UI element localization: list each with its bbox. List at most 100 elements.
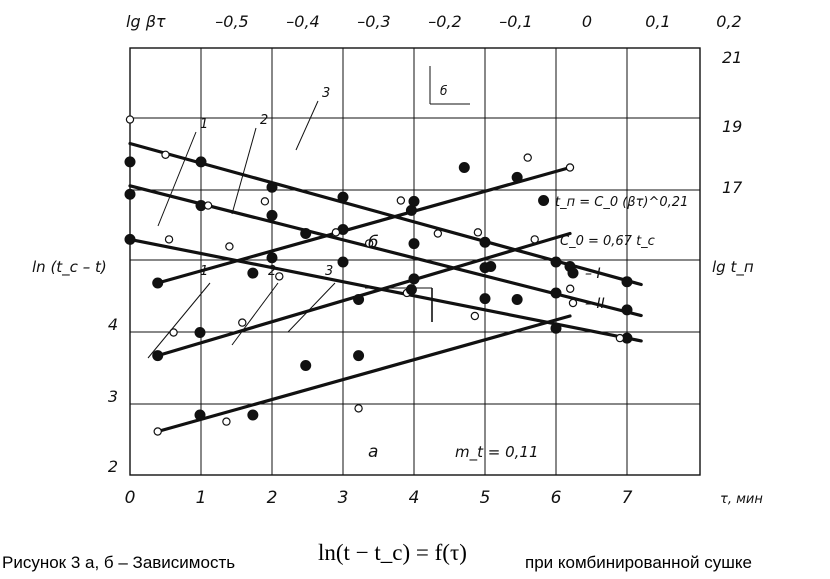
- point-a-series-II: [331, 228, 341, 237]
- x-tick-label: 2: [267, 488, 278, 508]
- inset-label-b: б: [440, 84, 448, 98]
- regression-line-b-1: [156, 314, 572, 434]
- x-top-tick-label: 0: [582, 12, 592, 31]
- point-b-series-II: [565, 163, 575, 172]
- panel-label-a: а: [368, 442, 378, 462]
- point-b-series-I: [152, 350, 164, 362]
- point-a-series-II: [225, 242, 234, 251]
- point-a-series-II: [260, 197, 270, 206]
- legend-open-marker: [568, 298, 578, 308]
- point-b-series-I: [194, 327, 206, 338]
- formula-line-1: t_п = C_0 (βτ)^0,21: [555, 195, 688, 210]
- x-top-tick-label: 0,1: [645, 12, 670, 31]
- x-tick-label: 3: [338, 488, 349, 508]
- point-a-series-I: [479, 293, 491, 305]
- regression-line-b-3: [156, 165, 572, 285]
- point-a-series-I: [621, 304, 633, 316]
- x-tick-label: 7: [622, 488, 633, 508]
- point-b-series-I: [152, 277, 164, 289]
- point-a-series-II: [566, 284, 575, 293]
- point-b-series-I: [405, 284, 417, 296]
- x-top-tick-label: –0,5: [215, 12, 248, 31]
- point-a-series-II: [164, 235, 174, 244]
- leader-line-b: [231, 127, 257, 215]
- point-a-series-I: [266, 252, 278, 264]
- point-b-series-II: [222, 417, 231, 426]
- point-b-series-I: [247, 409, 259, 421]
- caption-text-after: при комбинированной сушке: [525, 553, 752, 572]
- y-right-tick-label: 21: [722, 48, 742, 67]
- chart-figure: 0 1 2 3 4 5 6 7 τ, мин lg βτ –0,5 –0,4 –0,3 –0,2 –0,1 0…: [32, 12, 763, 508]
- point-b-series-I: [353, 350, 365, 362]
- line-label-a-1: 1: [200, 264, 208, 279]
- point-a-series-II: [125, 115, 135, 124]
- caption-formula-text: ln(t − t_c) = f(τ): [318, 540, 467, 565]
- y-right-tick-label: 19: [722, 117, 742, 136]
- y-tick-label: 4: [108, 315, 118, 334]
- point-b-series-II: [433, 229, 443, 238]
- point-b-series-II: [364, 239, 374, 248]
- point-a-series-I: [408, 195, 420, 207]
- point-a-series-I: [550, 256, 562, 268]
- point-b-series-I: [300, 360, 312, 371]
- formula-line-2: C_0 = 0,67 t_c: [560, 234, 655, 249]
- point-a-series-II: [161, 150, 170, 159]
- caption-formula: ln(t − t_c) = f(τ): [318, 540, 467, 566]
- point-b-series-II: [153, 427, 162, 436]
- x-top-tick-label: 0,2: [716, 12, 741, 31]
- point-a-series-I: [195, 156, 207, 168]
- point-b-series-I: [247, 267, 259, 279]
- point-b-series-I: [458, 162, 470, 173]
- point-b-series-I: [511, 171, 523, 183]
- x-top-axis-label: lg βτ: [126, 12, 166, 31]
- point-b-series-I: [511, 294, 523, 305]
- panel-label-b: б: [368, 233, 378, 253]
- point-a-series-I: [124, 156, 136, 168]
- point-b-series-II: [354, 404, 363, 413]
- leader-line-a: [231, 282, 279, 346]
- point-b-series-I: [405, 204, 417, 216]
- point-a-series-I: [337, 256, 349, 268]
- caption-text-before: Рисунок 3 а, б – Зависимость: [2, 553, 236, 572]
- leader-line-b: [157, 131, 197, 227]
- x-axis-unit: τ, мин: [720, 492, 763, 507]
- point-a-series-I: [550, 322, 562, 334]
- x-tick-label: 0: [125, 488, 136, 508]
- leader-line-a: [147, 282, 211, 359]
- y-tick-label: 2: [108, 457, 118, 476]
- point-a-series-I: [337, 191, 349, 203]
- point-b-series-II: [470, 311, 480, 321]
- y-right-tick-label: 17: [722, 178, 743, 197]
- point-a-series-I: [124, 233, 136, 245]
- regression-line-b-2: [156, 231, 572, 358]
- x-top-tick-label: –0,2: [428, 12, 461, 31]
- point-b-series-II: [523, 153, 532, 162]
- figure-caption: Рисунок 3 а, б – Зависимость ln(t − t_c)…: [0, 540, 830, 579]
- point-b-series-I: [485, 261, 497, 272]
- x-top-tick-label: –0,3: [357, 12, 390, 31]
- y-axis-label: ln (t_c – t): [32, 258, 107, 277]
- y-right-axis-label: lg t_п: [712, 258, 754, 277]
- point-b-series-II: [396, 196, 406, 205]
- line-label-b-3: 3: [322, 86, 330, 101]
- grid: [129, 47, 701, 476]
- x-tick-label: 5: [480, 488, 491, 508]
- line-label-b-2: 2: [260, 113, 268, 128]
- point-a-series-I: [621, 276, 633, 288]
- point-b-series-I: [353, 294, 365, 305]
- point-a-series-I: [266, 181, 278, 193]
- point-b-series-II: [238, 318, 247, 327]
- point-a-series-I: [479, 236, 491, 248]
- point-b-series-II: [275, 272, 284, 281]
- legend-filled-marker: [567, 267, 579, 279]
- point-b-series-I: [194, 409, 206, 421]
- point-b-series-I: [538, 195, 550, 206]
- point-a-series-II: [615, 333, 625, 343]
- line-label-a-2: 2: [268, 264, 276, 279]
- data-points: [124, 115, 633, 436]
- point-a-series-I: [550, 287, 562, 299]
- x-tick-label: 1: [196, 488, 207, 508]
- x-tick-label: 6: [551, 488, 562, 508]
- line-label-b-1: 1: [200, 117, 208, 132]
- regression-line-a-3: [128, 237, 643, 343]
